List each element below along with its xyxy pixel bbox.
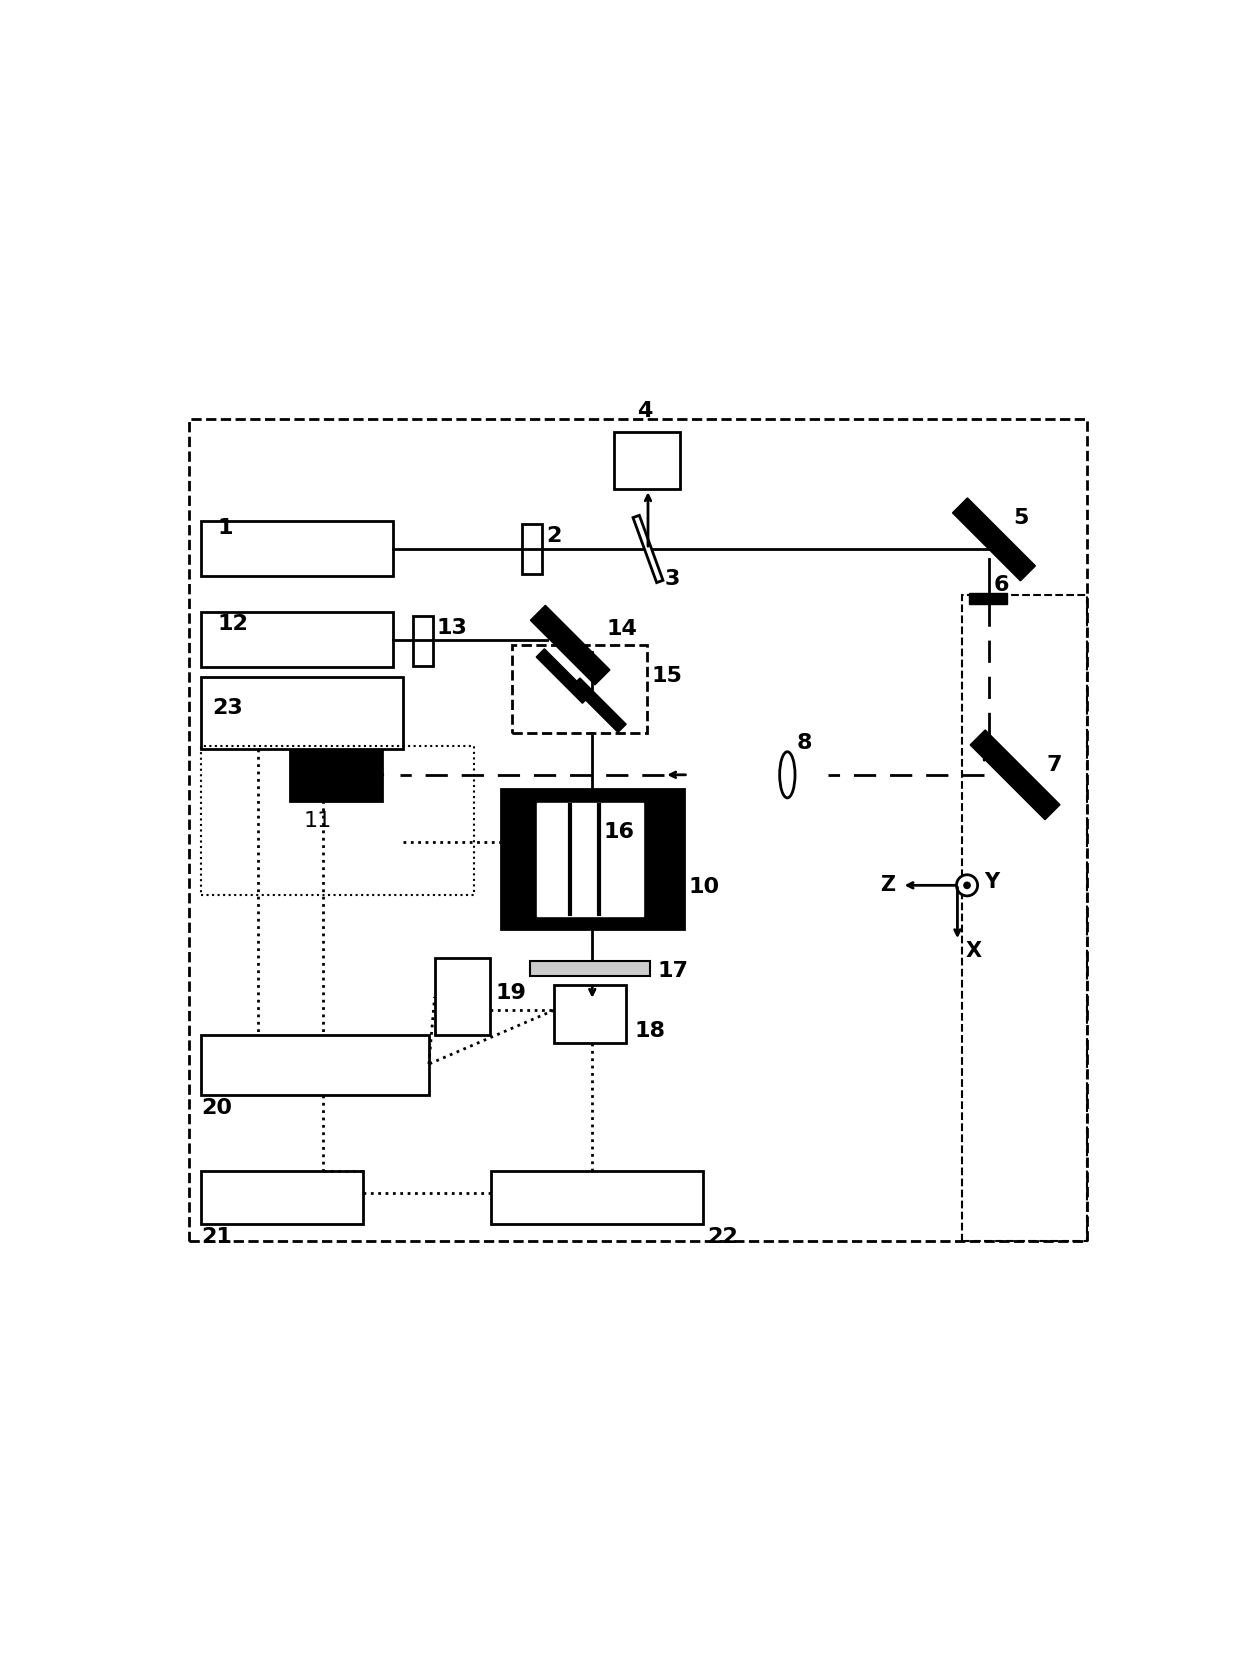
Text: 10: 10	[688, 877, 719, 897]
Bar	[614, 431, 680, 490]
Bar	[529, 961, 650, 976]
Ellipse shape	[956, 875, 977, 896]
Bar	[188, 419, 1087, 1241]
Bar	[201, 678, 403, 750]
Bar	[537, 803, 644, 916]
Polygon shape	[632, 515, 663, 582]
Text: 7: 7	[1047, 755, 1063, 775]
Text: 14: 14	[606, 619, 637, 639]
Text: 20: 20	[201, 1098, 232, 1119]
Bar	[201, 1171, 362, 1224]
Polygon shape	[531, 605, 610, 684]
Bar	[968, 594, 1007, 604]
Bar	[554, 986, 626, 1043]
Text: 2: 2	[546, 527, 562, 547]
Bar	[522, 523, 542, 574]
Bar	[491, 1171, 703, 1224]
Text: 4: 4	[637, 401, 652, 421]
Text: 11: 11	[304, 812, 332, 830]
Text: X: X	[965, 941, 981, 961]
Bar	[201, 612, 393, 667]
Polygon shape	[970, 729, 1060, 820]
Text: 12: 12	[217, 614, 248, 634]
Polygon shape	[536, 649, 590, 703]
Text: 22: 22	[708, 1228, 738, 1248]
Text: 3: 3	[665, 569, 680, 589]
Text: 6: 6	[994, 575, 1009, 595]
Text: 1: 1	[217, 518, 233, 538]
Text: 19: 19	[495, 983, 526, 1003]
Ellipse shape	[554, 838, 631, 865]
Text: 15: 15	[652, 666, 683, 686]
Text: 8: 8	[797, 733, 812, 753]
Bar	[435, 958, 490, 1035]
Text: 18: 18	[635, 1021, 666, 1041]
Ellipse shape	[780, 751, 795, 798]
Text: Y: Y	[985, 872, 999, 892]
Text: 23: 23	[213, 698, 243, 718]
Bar	[512, 646, 647, 733]
Polygon shape	[572, 678, 626, 733]
Text: 16: 16	[604, 822, 635, 842]
Bar	[201, 522, 393, 575]
Bar	[962, 595, 1087, 1241]
Circle shape	[963, 882, 971, 889]
Text: Z: Z	[879, 875, 895, 896]
Polygon shape	[952, 498, 1035, 580]
Text: 5: 5	[1013, 508, 1028, 528]
Text: 13: 13	[436, 617, 467, 637]
Text: 21: 21	[201, 1228, 232, 1248]
Bar	[201, 746, 474, 896]
Bar	[290, 745, 382, 800]
Text: 17: 17	[657, 961, 688, 981]
Bar	[501, 790, 683, 929]
Bar	[413, 615, 433, 666]
Bar	[201, 1035, 429, 1095]
